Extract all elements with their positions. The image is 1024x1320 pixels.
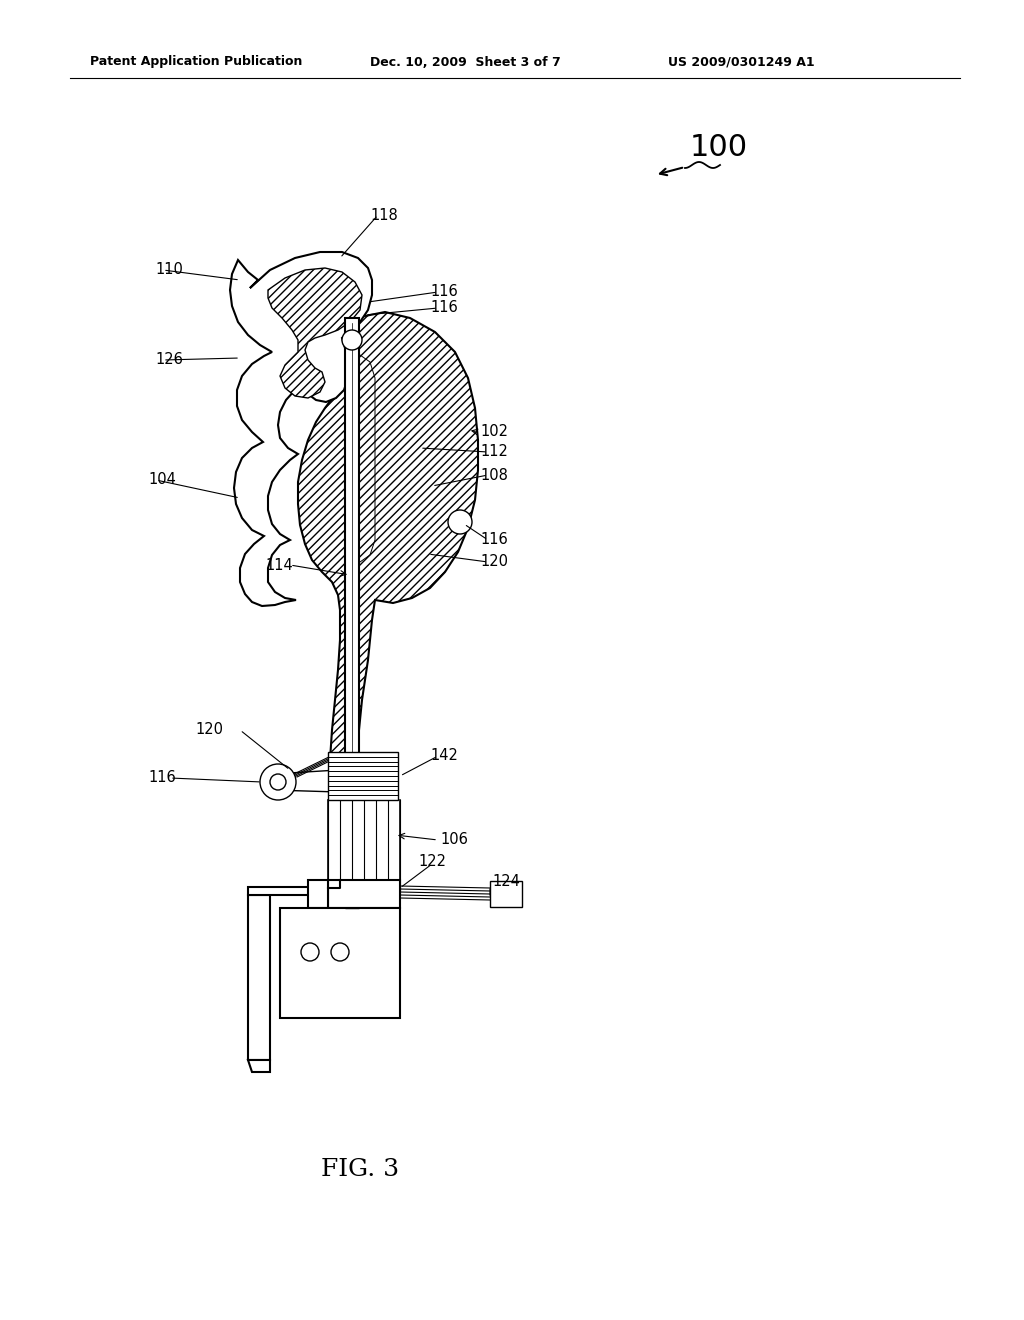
Text: 126: 126	[155, 352, 183, 367]
Circle shape	[260, 764, 296, 800]
Circle shape	[331, 942, 349, 961]
Text: 100: 100	[690, 133, 749, 162]
Text: 112: 112	[480, 445, 508, 459]
Polygon shape	[298, 312, 478, 789]
Circle shape	[270, 774, 286, 789]
Text: 114: 114	[265, 557, 293, 573]
Text: US 2009/0301249 A1: US 2009/0301249 A1	[668, 55, 815, 69]
Text: 108: 108	[480, 467, 508, 483]
Text: 124: 124	[492, 874, 520, 890]
Text: FIG. 3: FIG. 3	[321, 1159, 399, 1181]
Bar	[280, 908, 400, 1018]
Text: 116: 116	[480, 532, 508, 548]
Bar	[328, 752, 398, 800]
Text: 122: 122	[418, 854, 446, 870]
Bar	[345, 318, 359, 789]
Text: 106: 106	[440, 833, 468, 847]
Polygon shape	[230, 252, 372, 606]
Text: 110: 110	[155, 263, 183, 277]
Text: 120: 120	[480, 554, 508, 569]
Text: 120: 120	[195, 722, 223, 738]
Bar	[308, 880, 328, 908]
Text: 142: 142	[430, 748, 458, 763]
Text: 102: 102	[480, 425, 508, 440]
Circle shape	[449, 510, 472, 535]
Text: 118: 118	[370, 207, 397, 223]
Text: Patent Application Publication: Patent Application Publication	[90, 55, 302, 69]
Polygon shape	[268, 268, 362, 399]
Text: 104: 104	[148, 473, 176, 487]
Bar	[248, 895, 270, 1060]
Text: Dec. 10, 2009  Sheet 3 of 7: Dec. 10, 2009 Sheet 3 of 7	[370, 55, 561, 69]
Text: 116: 116	[430, 301, 458, 315]
Bar	[248, 887, 400, 895]
Circle shape	[301, 942, 319, 961]
Circle shape	[342, 330, 362, 350]
Bar	[490, 880, 522, 907]
Text: 116: 116	[148, 771, 176, 785]
Polygon shape	[248, 1060, 270, 1072]
Text: 116: 116	[430, 285, 458, 300]
Bar	[328, 880, 400, 908]
Polygon shape	[345, 355, 375, 562]
Polygon shape	[273, 770, 357, 800]
